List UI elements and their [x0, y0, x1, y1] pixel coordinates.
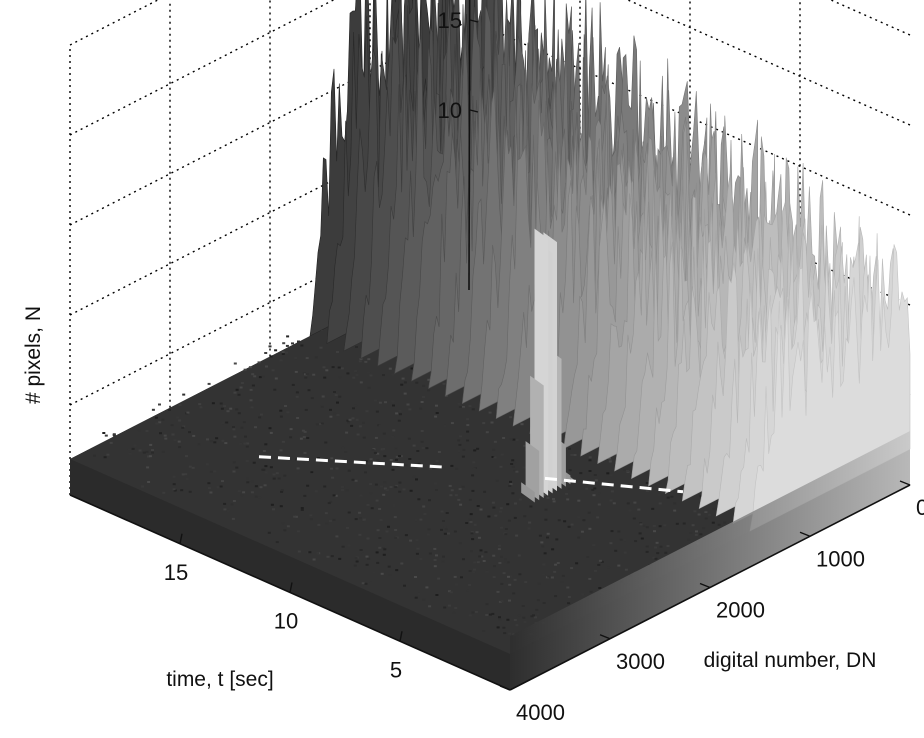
y-tick-label: 5: [390, 657, 402, 682]
dashed-marker-lines: [258, 455, 684, 494]
dashed-marker-line-2: [544, 476, 684, 494]
z-tick-label: 15: [438, 8, 462, 33]
z-axis-label: # pixels, N: [22, 306, 45, 404]
surface: [70, 0, 911, 690]
x-axis-label: digital number, DN: [704, 649, 877, 672]
x-tick-label: 3000: [616, 649, 665, 674]
z-tick-label: 10: [438, 98, 462, 123]
z-axis-line: [468, 0, 471, 291]
z-tick-labels: 10152025: [438, 8, 479, 123]
x-tick-label: 2000: [716, 598, 765, 623]
y-axis-label: time, t [sec]: [166, 668, 273, 691]
y-tick-label: 15: [164, 560, 188, 585]
y-tick-labels: 5 10 15: [164, 533, 403, 682]
peak-ridges: [309, 0, 911, 532]
x-tick-label: 0: [916, 495, 924, 520]
y-tick-label: 10: [274, 609, 298, 634]
x-tick-label: 4000: [516, 700, 565, 725]
dashed-marker-line-1: [258, 455, 445, 469]
x-tick-label: 1000: [816, 546, 865, 571]
x-tick-labels: 0 1000 2000 3000 4000: [499, 480, 924, 725]
